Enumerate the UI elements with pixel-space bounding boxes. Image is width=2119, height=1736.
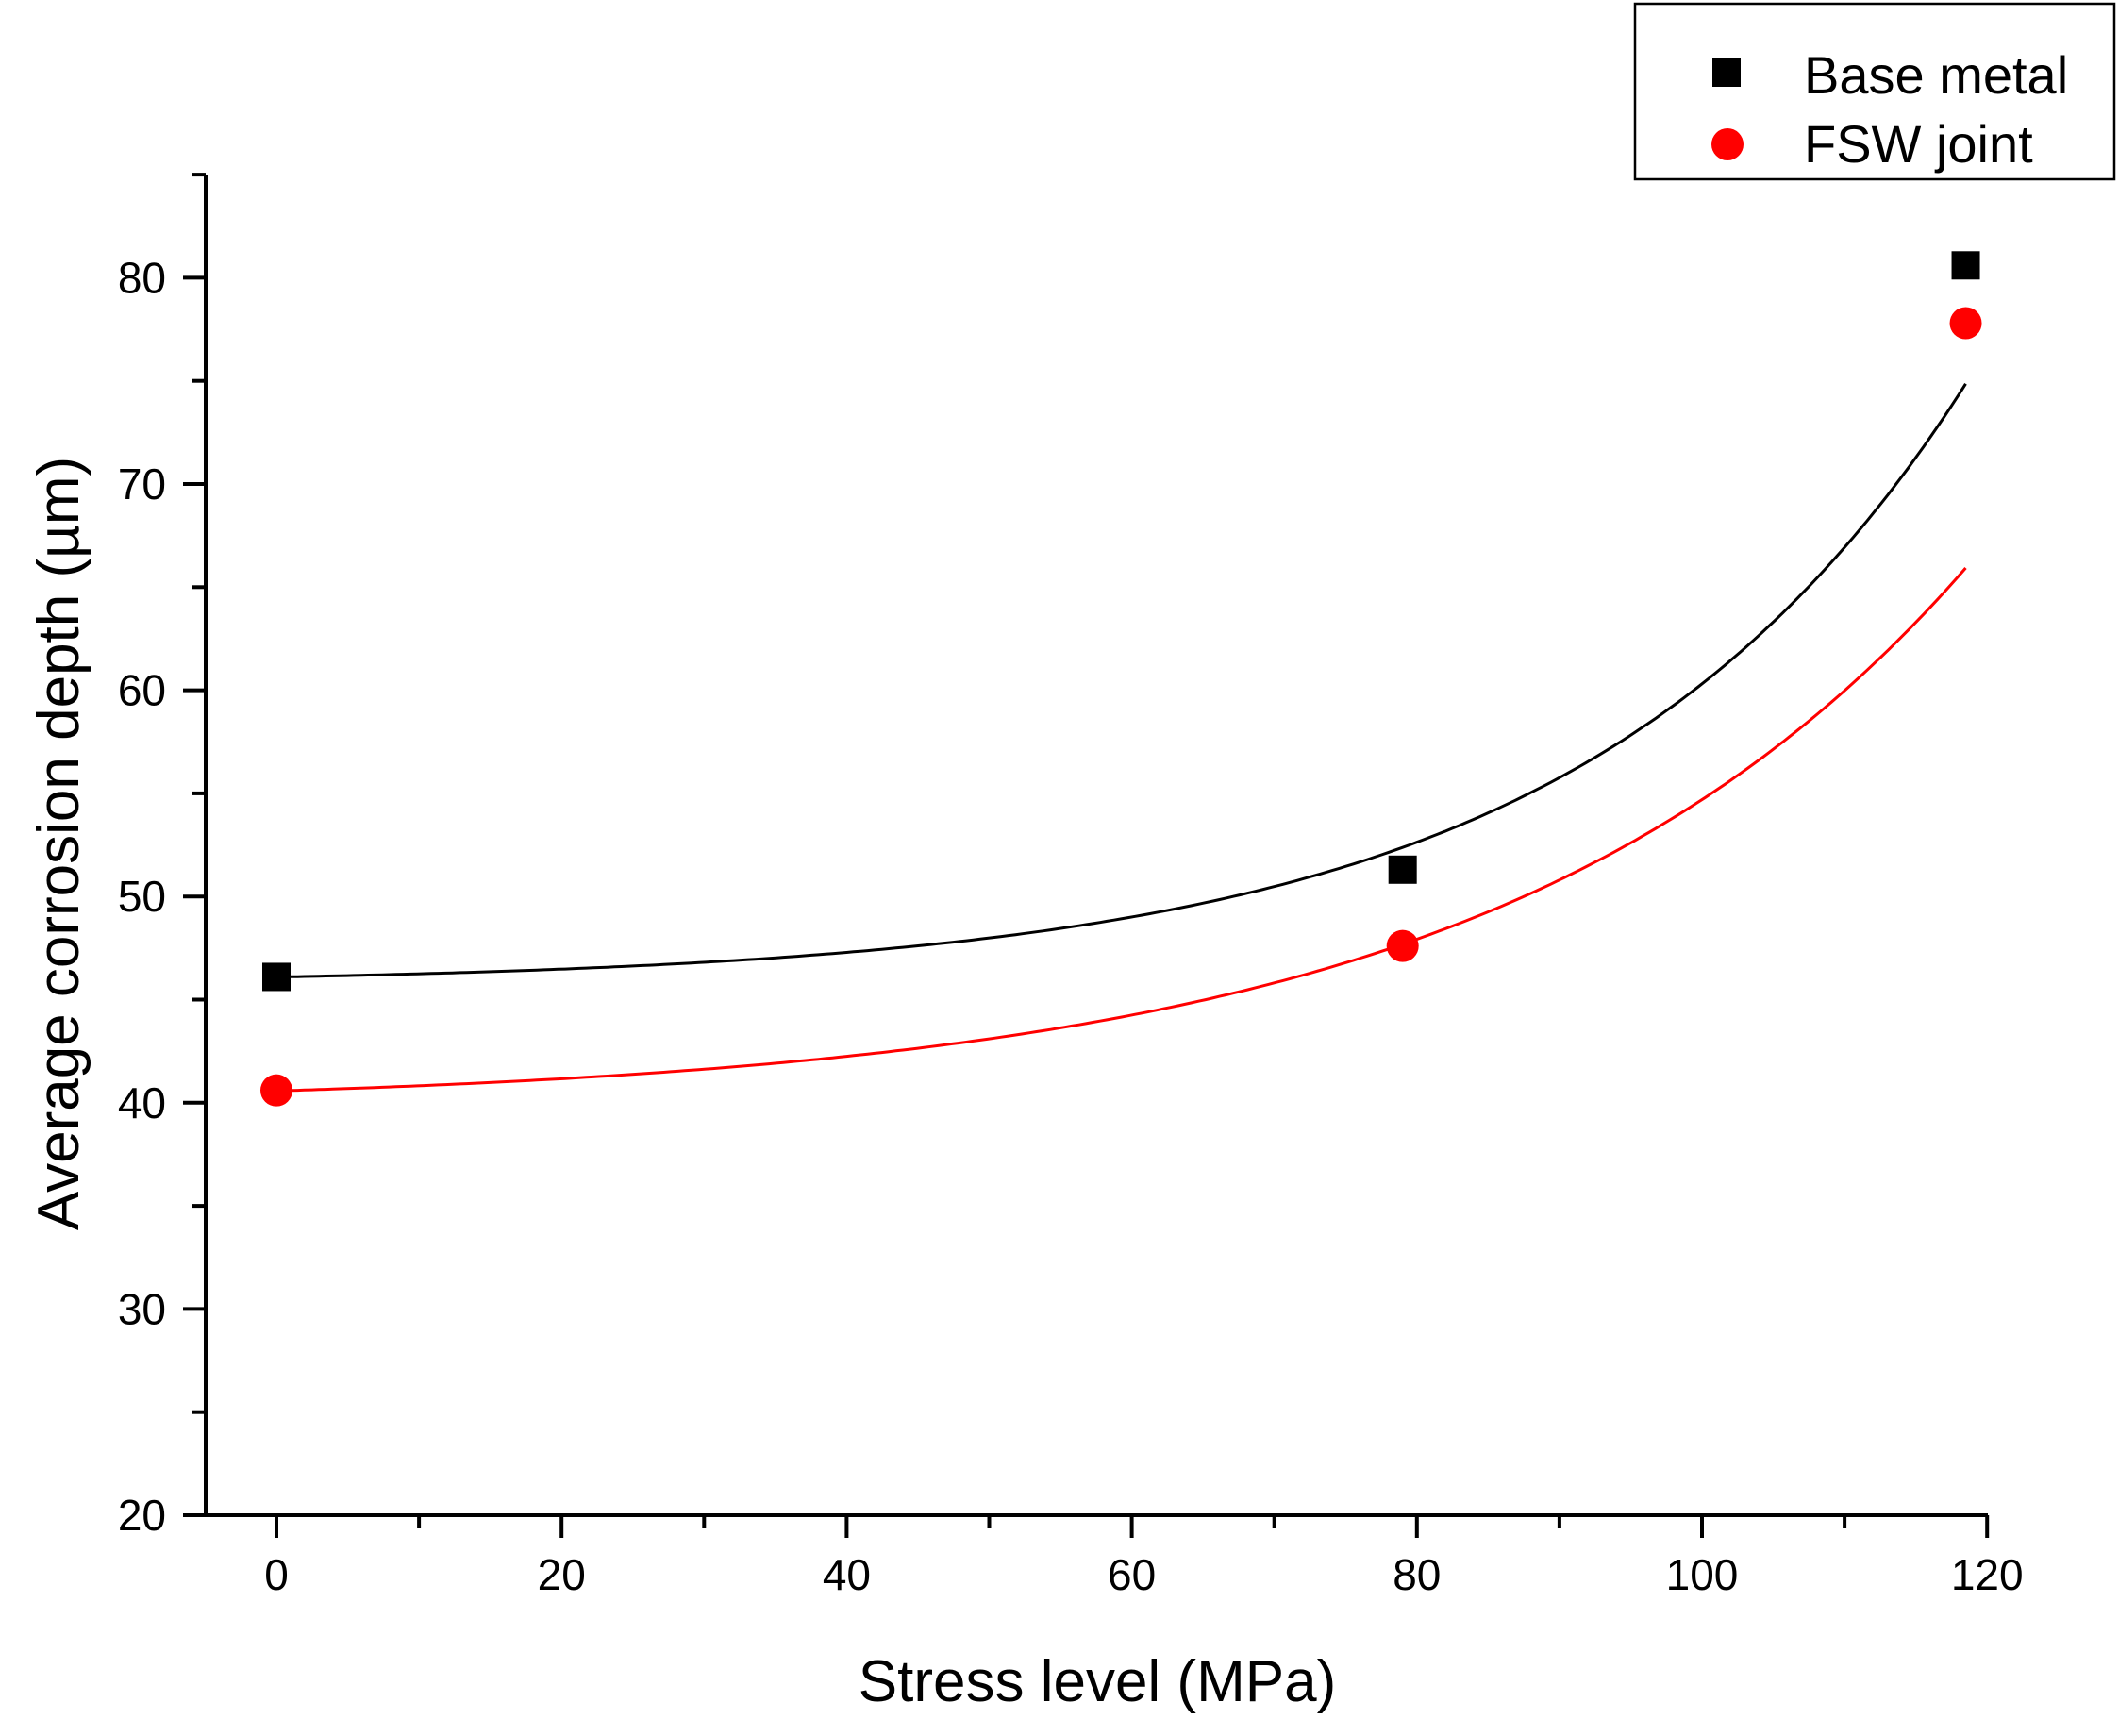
y-tick-label: 30 bbox=[118, 1284, 166, 1333]
y-tick-label: 40 bbox=[118, 1078, 166, 1127]
fit-curve-1 bbox=[275, 567, 1967, 1093]
legend: Base metal FSW joint bbox=[1633, 2, 2116, 181]
legend-label-fsw-joint: FSW joint bbox=[1804, 114, 2033, 174]
data-point-fsw-joint bbox=[1386, 929, 1419, 962]
y-tick-label: 70 bbox=[118, 459, 166, 509]
y-tick-label: 20 bbox=[118, 1491, 166, 1540]
x-tick-label: 120 bbox=[1951, 1550, 2024, 1599]
fit-curve-0 bbox=[275, 382, 1967, 979]
fit-curves bbox=[275, 382, 1967, 1093]
legend-marker-fsw-joint bbox=[1711, 128, 1744, 160]
x-tick-label: 80 bbox=[1393, 1550, 1441, 1599]
x-tick-label: 100 bbox=[1666, 1550, 1739, 1599]
axes bbox=[204, 175, 1988, 1517]
data-point-base-metal bbox=[1951, 251, 1980, 280]
ticks: 0 20 40 60 80 100 120 20 30 40 50 60 70 80 bbox=[118, 173, 2024, 1599]
data-point-fsw-joint bbox=[260, 1074, 292, 1107]
y-axis-title: Average corrosion depth (µm) bbox=[26, 457, 92, 1230]
data-point-base-metal bbox=[1388, 855, 1417, 884]
legend-label-base-metal: Base metal bbox=[1804, 45, 2068, 105]
x-tick-label: 0 bbox=[264, 1550, 289, 1599]
data-points bbox=[260, 251, 1982, 1107]
data-point-base-metal bbox=[262, 962, 291, 992]
legend-marker-base-metal bbox=[1712, 58, 1741, 87]
x-tick-label: 40 bbox=[823, 1550, 871, 1599]
x-axis-title: Stress level (MPa) bbox=[859, 1649, 1336, 1714]
y-tick-label: 80 bbox=[118, 253, 166, 302]
y-tick-label: 50 bbox=[118, 872, 166, 921]
x-tick-label: 60 bbox=[1108, 1550, 1156, 1599]
data-point-fsw-joint bbox=[1949, 307, 1982, 340]
y-tick-label: 60 bbox=[118, 666, 166, 715]
x-tick-label: 20 bbox=[538, 1550, 586, 1599]
